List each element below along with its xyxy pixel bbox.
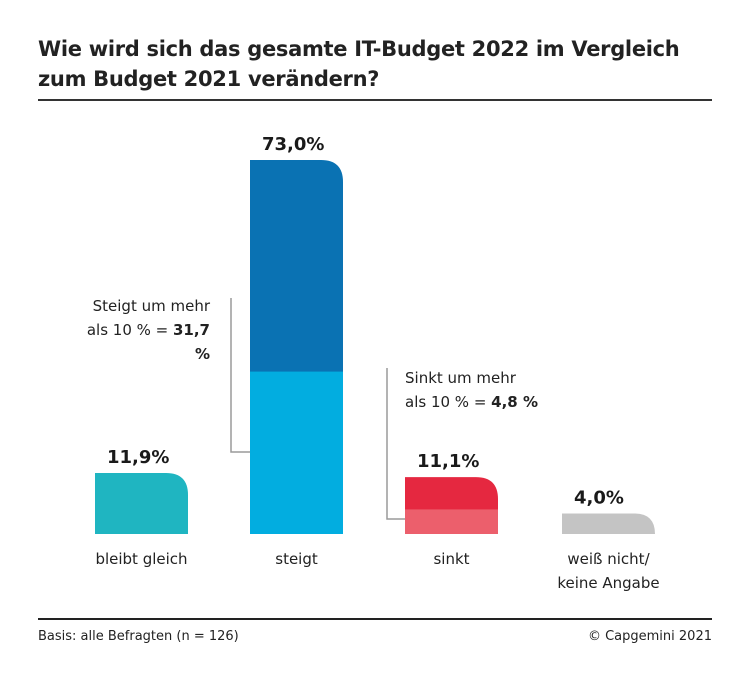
title-divider <box>38 99 712 101</box>
annotation-sinkt-line2: als 10 % = 4,8 % <box>405 390 538 414</box>
value-label-weiss-nicht-keine-angabe: 4,0% <box>574 488 624 509</box>
annotation-sinkt: Sinkt um mehr als 10 % = 4,8 % <box>405 366 538 414</box>
bar-weiss-nicht-keine-angabe <box>562 513 655 534</box>
category-label-bleibt-gleich: bleibt gleich <box>95 550 187 568</box>
annotation-sinkt-value: 4,8 % <box>491 393 538 411</box>
leader-line-sinkt <box>386 368 405 520</box>
annotation-steigt-line1: Steigt um mehr <box>92 297 210 315</box>
bar-segment-steigt <box>250 371 343 534</box>
leader-line-steigt <box>230 298 250 453</box>
chart-title: Wie wird sich das gesamte IT-Budget 2022… <box>38 37 680 91</box>
category-label-steigt: steigt <box>275 550 318 568</box>
bar-bleibt-gleich <box>95 473 188 534</box>
category-label-weiss-nicht-keine-angabe: weiß nicht/ <box>567 550 650 568</box>
footer-divider <box>38 618 712 620</box>
annotation-steigt-value: 31,7 % <box>172 321 210 363</box>
annotation-sinkt-line1: Sinkt um mehr <box>405 369 516 387</box>
annotation-steigt: Steigt um mehr als 10 % = 31,7 % <box>70 294 210 366</box>
bar-segment-sinkt <box>405 509 498 534</box>
value-label-sinkt: 11,1% <box>417 451 479 472</box>
footer-copyright: © Capgemini 2021 <box>587 629 712 644</box>
category-label-sinkt: sinkt <box>433 550 469 568</box>
value-label-bleibt-gleich: 11,9% <box>107 447 169 468</box>
annotation-steigt-line2: als 10 % = 31,7 % <box>70 318 210 366</box>
footer-basis: Basis: alle Befragten (n = 126) <box>38 629 239 644</box>
value-label-steigt: 73,0% <box>262 134 324 155</box>
annotation-steigt-prefix: als 10 % = <box>86 321 173 339</box>
annotation-sinkt-prefix: als 10 % = <box>405 393 492 411</box>
category-label-weiss-nicht-keine-angabe-line2: keine Angabe <box>557 574 659 592</box>
